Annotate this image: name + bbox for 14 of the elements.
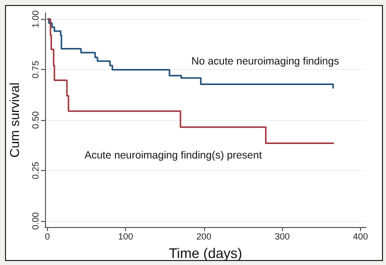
x-tick-label: 200 bbox=[196, 232, 212, 242]
x-tick-label: 300 bbox=[274, 232, 290, 242]
x-tick-label: 0 bbox=[44, 232, 50, 242]
x-axis-title: Time (days) bbox=[168, 245, 242, 261]
y-tick-label: 0.25 bbox=[30, 162, 40, 180]
y-tick-label: 0.75 bbox=[30, 60, 40, 78]
series-label: Acute neuroimaging finding(s) present bbox=[84, 149, 262, 162]
y-tick-label: 0.50 bbox=[30, 111, 40, 129]
y-tick-label: 0.00 bbox=[30, 212, 40, 230]
series-label: No acute neuroimaging findings bbox=[191, 56, 340, 68]
y-axis-title: Cum survival bbox=[7, 82, 22, 158]
y-tick-label: 1.00 bbox=[30, 10, 40, 28]
x-tick-label: 100 bbox=[118, 232, 134, 242]
x-tick-label: 400 bbox=[353, 232, 368, 242]
